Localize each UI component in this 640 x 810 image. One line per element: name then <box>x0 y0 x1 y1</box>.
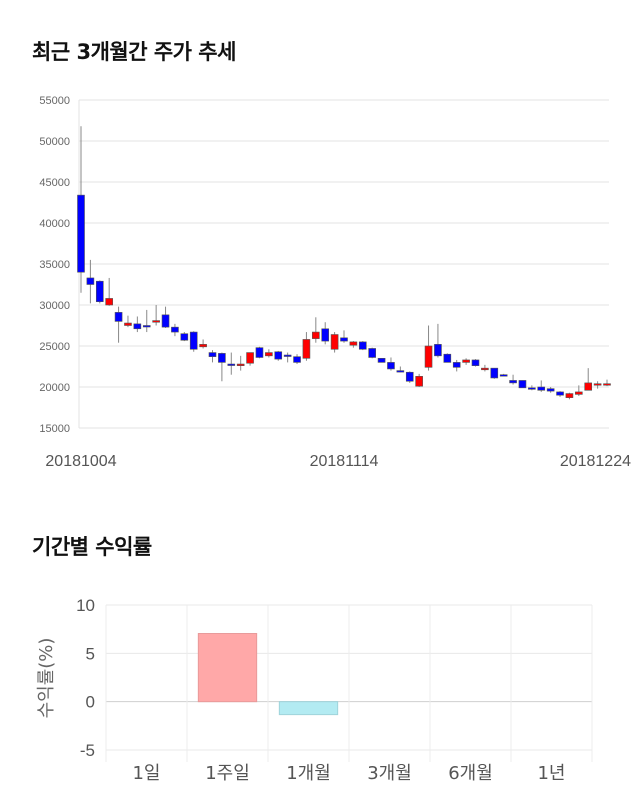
price-trend-title: 최근 3개월간 주가 추세 <box>32 40 236 64</box>
candle-down <box>321 328 330 342</box>
candle-down <box>283 354 292 357</box>
candle-up <box>424 345 433 368</box>
candle-down <box>293 356 301 363</box>
candle-up <box>584 382 593 391</box>
candle-down <box>255 347 264 358</box>
y-tick-label: 40000 <box>39 218 70 230</box>
candle-up <box>481 367 489 371</box>
y-tick-label: 35000 <box>39 259 70 271</box>
return-bar <box>197 633 258 703</box>
x-tick-label: 6개월 <box>448 763 493 784</box>
candle-up <box>265 352 273 357</box>
candle-down <box>377 357 386 363</box>
candle-down <box>556 391 564 396</box>
returns-title: 기간별 수익률 <box>32 535 152 559</box>
candle-up <box>236 363 245 366</box>
candle-down <box>443 353 452 363</box>
candle-down <box>405 371 414 382</box>
x-tick-label: 1년 <box>537 763 565 784</box>
y-tick-label: 30000 <box>39 300 70 312</box>
y-tick-label: 45000 <box>39 177 70 189</box>
candle-down <box>509 380 517 384</box>
candle-down <box>77 194 85 273</box>
x-tick-label: 1개월 <box>286 763 331 784</box>
candle-down <box>340 337 348 342</box>
candle-up <box>199 344 207 348</box>
candle-up <box>575 391 583 395</box>
candle-down <box>358 341 367 350</box>
candle-up <box>565 393 574 398</box>
y-tick-label: -5 <box>80 741 95 760</box>
x-tick-label: 20181224 <box>560 453 631 470</box>
candle-down <box>161 314 170 328</box>
return-bar <box>278 701 339 716</box>
candle-up <box>105 298 113 306</box>
candlestick-chart: 55000 50000 45000 40000 35000 30000 25000 20000… <box>39 95 631 470</box>
candle-up <box>124 322 132 326</box>
candle-down <box>86 277 95 285</box>
candle-down <box>171 326 179 333</box>
candle-up <box>330 334 339 350</box>
y-tick-label: 50000 <box>39 136 70 148</box>
y-tick-label: 20000 <box>39 382 70 394</box>
x-tick-label: 20181114 <box>310 453 379 470</box>
candle-down <box>142 325 151 328</box>
x-tick-label: 1주일 <box>205 763 250 784</box>
candle-up <box>312 331 320 339</box>
candle-up <box>415 376 423 387</box>
candle-down <box>274 351 283 360</box>
y-tick-label: 0 <box>86 693 95 712</box>
candle-down <box>528 387 536 390</box>
y-tick-label: 10 <box>76 596 95 615</box>
candle-down <box>434 344 442 357</box>
candle-up <box>302 339 311 359</box>
y-tick-label: 55000 <box>39 95 70 107</box>
candle-down <box>208 352 217 357</box>
candle-up <box>246 352 254 364</box>
candle-down <box>499 374 508 377</box>
candle-down <box>133 323 142 330</box>
candle-down <box>368 348 376 358</box>
y-tick-label: 25000 <box>39 341 70 353</box>
candle-down <box>452 362 461 368</box>
candle-up <box>593 383 602 386</box>
x-tick-label: 1일 <box>132 763 160 784</box>
candle-down <box>95 280 104 303</box>
y-tick-label: 5 <box>86 644 95 663</box>
candle-down <box>518 380 527 389</box>
candle-down <box>189 331 198 350</box>
y-axis-title: 수익률(%) <box>36 638 57 719</box>
candle-down <box>471 359 480 366</box>
candle-down <box>180 333 189 341</box>
x-tick-label: 3개월 <box>367 763 412 784</box>
candle-up <box>462 359 470 363</box>
candle-up <box>152 320 160 323</box>
candle-up <box>603 383 611 386</box>
candle-down <box>114 312 123 322</box>
candle-down <box>490 367 499 379</box>
x-tick-label: 20181004 <box>45 453 116 470</box>
candle-down <box>396 370 405 373</box>
candle-down <box>227 363 236 366</box>
candle-down <box>218 353 226 363</box>
candle-down <box>387 362 395 370</box>
candle-up <box>349 341 358 346</box>
candle-down <box>546 388 555 392</box>
candle-down <box>537 386 546 391</box>
y-tick-label: 15000 <box>39 423 70 435</box>
